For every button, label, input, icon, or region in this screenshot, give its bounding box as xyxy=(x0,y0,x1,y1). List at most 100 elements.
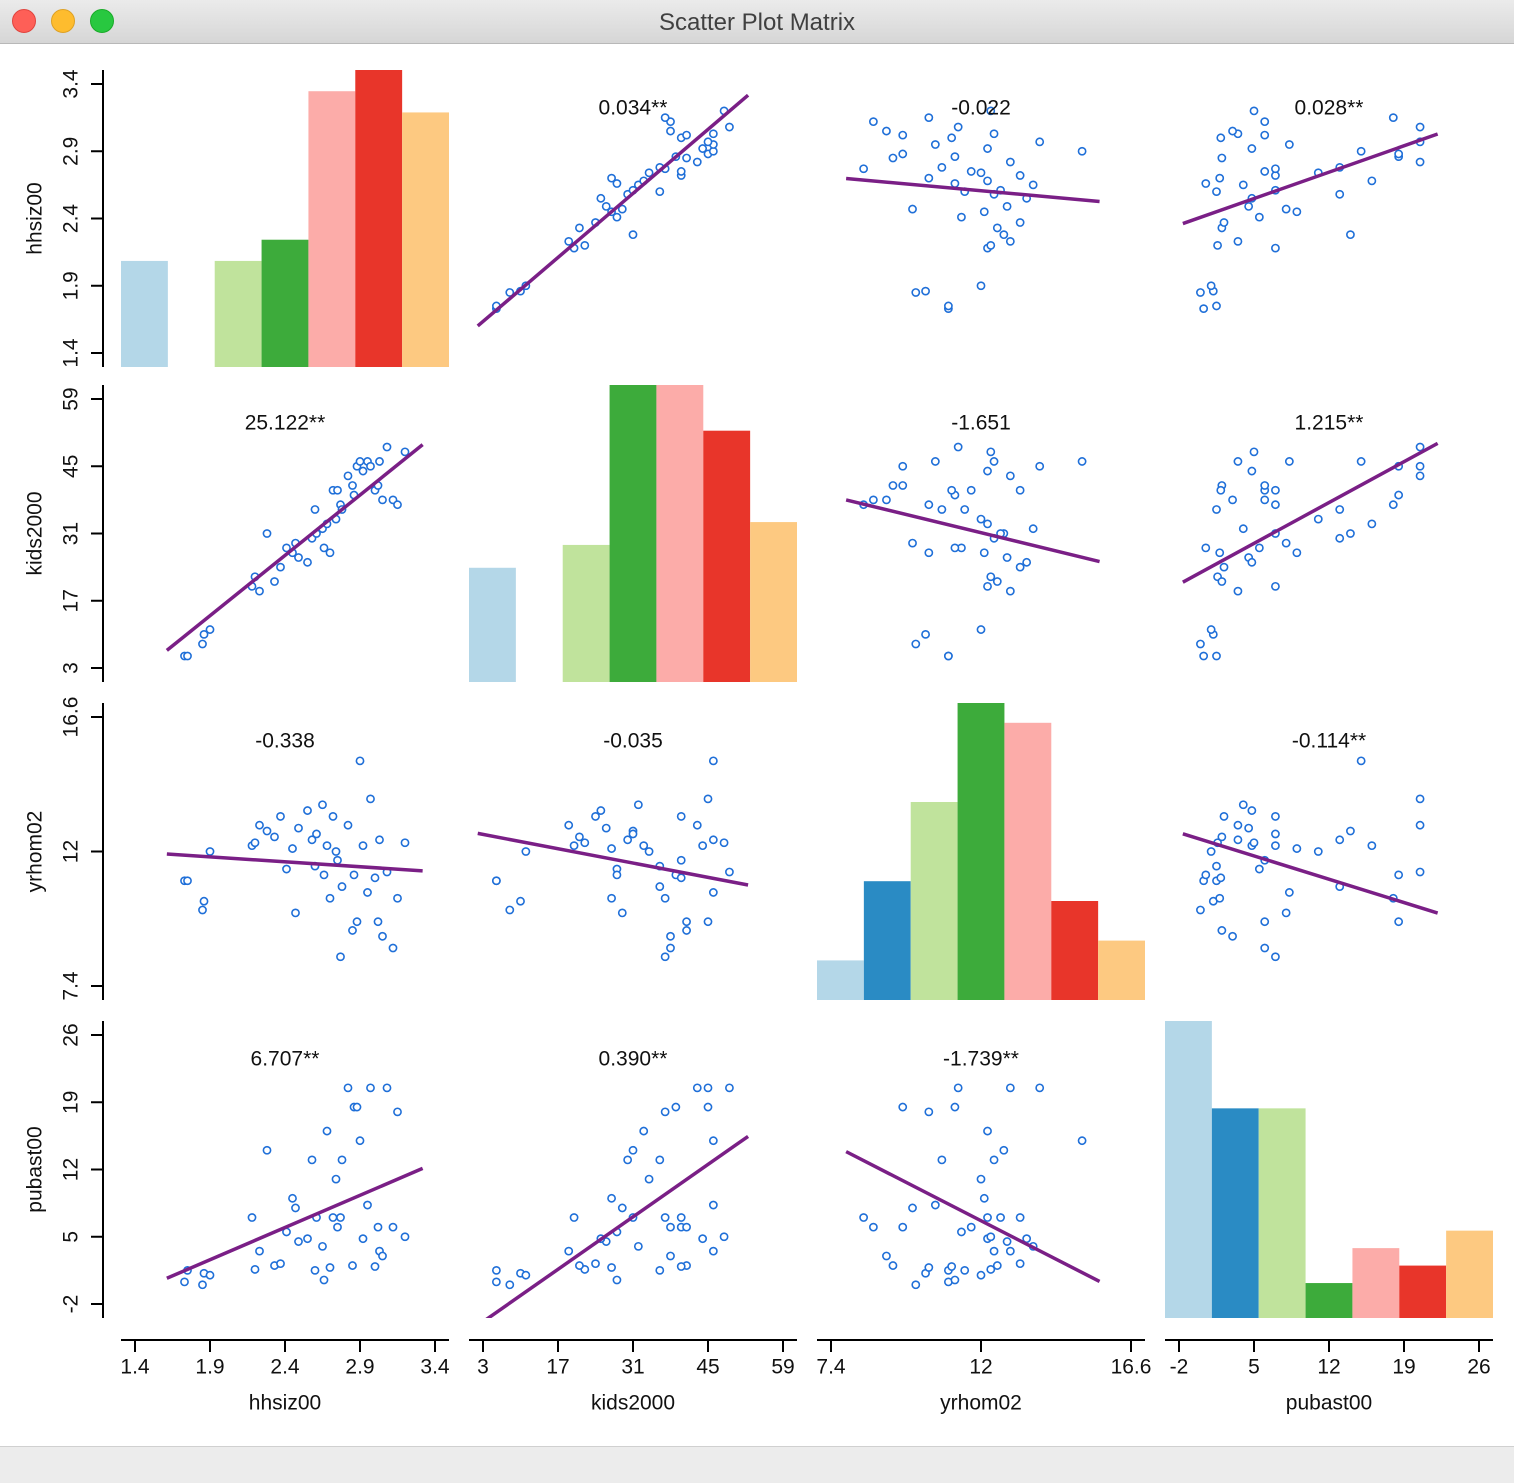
point xyxy=(1219,562,1229,572)
point xyxy=(888,1261,898,1270)
point xyxy=(725,867,734,877)
point xyxy=(1335,533,1345,543)
x-axis-title: pubast00 xyxy=(1286,1392,1372,1415)
point xyxy=(1415,794,1425,804)
point xyxy=(671,1102,681,1112)
point xyxy=(1356,457,1366,466)
point xyxy=(325,893,335,903)
point xyxy=(1201,543,1211,553)
x-axis-title: kids2000 xyxy=(591,1392,675,1415)
point xyxy=(355,756,365,766)
zoom-button[interactable] xyxy=(90,9,114,33)
point xyxy=(491,876,501,886)
point xyxy=(1015,171,1025,180)
point xyxy=(943,301,953,311)
point xyxy=(908,204,917,214)
point xyxy=(868,495,878,505)
point xyxy=(1249,447,1259,457)
point xyxy=(950,152,960,162)
point xyxy=(976,514,986,524)
point xyxy=(378,495,387,505)
minimize-button[interactable] xyxy=(51,9,75,33)
histogram-bar xyxy=(1258,1108,1306,1318)
point xyxy=(1233,586,1243,596)
point xyxy=(575,1261,584,1270)
point xyxy=(639,841,649,851)
point xyxy=(199,629,209,639)
point xyxy=(1005,586,1015,596)
point xyxy=(708,1136,718,1146)
point xyxy=(950,543,960,553)
point xyxy=(373,1222,383,1232)
point xyxy=(312,829,321,839)
point xyxy=(282,864,291,874)
point xyxy=(1415,471,1425,481)
point xyxy=(318,800,327,810)
histogram-bar xyxy=(1004,722,1052,1000)
point xyxy=(692,820,702,830)
close-button[interactable] xyxy=(12,9,36,33)
point xyxy=(1028,180,1038,190)
x-tick-label: 7.4 xyxy=(816,1356,846,1379)
point xyxy=(382,1083,392,1093)
slope-label: 25.122** xyxy=(245,412,326,435)
point xyxy=(698,144,708,153)
y-axis-title: yrhom02 xyxy=(24,811,47,893)
point xyxy=(1206,847,1216,856)
point xyxy=(708,835,718,845)
y-tick-label: 1.9 xyxy=(60,271,83,300)
point xyxy=(983,144,992,153)
chart: 1.4 1.9 2.4 2.9 3.4 hhsiz00 3 17 31 45 59 kids2000 7… xyxy=(24,69,1493,1415)
slope-label: 6.707** xyxy=(251,1048,320,1071)
point xyxy=(986,1232,996,1242)
point xyxy=(1388,113,1398,123)
point xyxy=(708,129,718,139)
point xyxy=(1015,485,1025,495)
point xyxy=(400,447,410,457)
y-tick-label: 5 xyxy=(60,1231,83,1243)
x-tick-label: 12 xyxy=(1317,1356,1340,1379)
histogram-bar xyxy=(1352,1248,1400,1318)
point xyxy=(1346,826,1355,836)
point xyxy=(255,820,264,830)
histogram-bar xyxy=(214,260,262,367)
point xyxy=(882,1251,891,1261)
histogram-bar xyxy=(1051,901,1099,1000)
x-tick-label: 2.9 xyxy=(345,1356,374,1379)
point xyxy=(859,164,869,174)
point xyxy=(1284,888,1294,897)
point xyxy=(612,1275,622,1285)
point xyxy=(1281,538,1291,548)
point xyxy=(1244,823,1254,833)
point xyxy=(882,126,891,136)
point xyxy=(333,1222,342,1232)
point xyxy=(676,167,686,176)
point xyxy=(262,826,272,836)
point xyxy=(698,1234,708,1244)
histogram-bar xyxy=(1446,1230,1493,1318)
point xyxy=(575,223,584,233)
point xyxy=(349,870,359,880)
x-axis-title: yrhom02 xyxy=(940,1392,1022,1415)
point xyxy=(1035,1083,1045,1093)
y-tick-label: 59 xyxy=(60,387,83,410)
point xyxy=(1196,905,1205,915)
point xyxy=(303,1234,312,1244)
point xyxy=(660,1213,670,1222)
point xyxy=(992,223,1002,233)
point xyxy=(348,926,357,935)
point xyxy=(1199,304,1209,314)
y-tick-label: 16.6 xyxy=(60,697,83,738)
point xyxy=(725,122,734,132)
point xyxy=(1217,926,1227,935)
point xyxy=(666,931,675,941)
point xyxy=(355,457,365,466)
point xyxy=(947,1262,957,1271)
point xyxy=(1002,553,1012,562)
point xyxy=(1281,204,1291,214)
point xyxy=(1228,495,1237,505)
point xyxy=(1002,201,1012,211)
point xyxy=(660,113,670,123)
point xyxy=(358,1234,368,1244)
